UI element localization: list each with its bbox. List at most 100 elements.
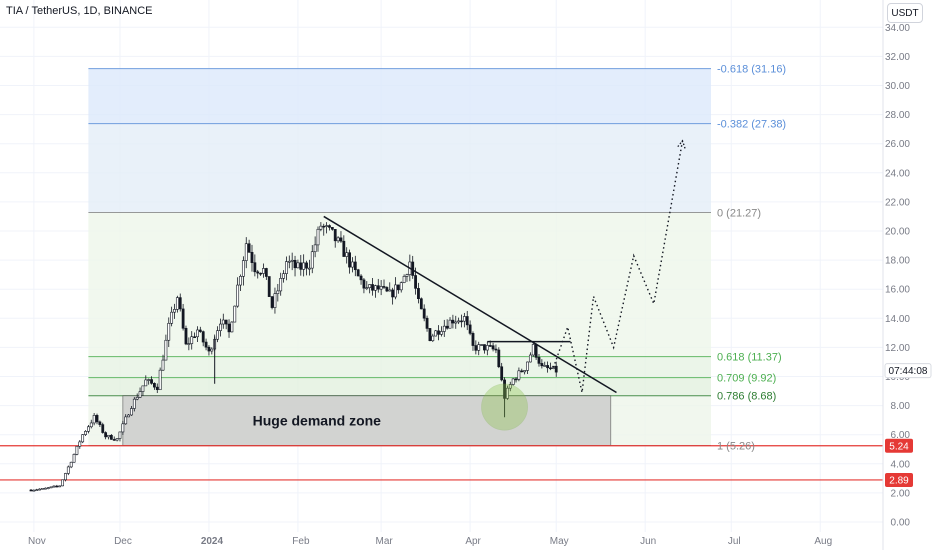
candle-body <box>219 323 222 331</box>
candle-body <box>310 251 314 269</box>
candle-body <box>198 329 202 332</box>
candle-body <box>81 434 85 443</box>
candle-body <box>69 461 73 468</box>
candle-body <box>216 330 219 340</box>
candle-body <box>107 434 110 438</box>
candle-body <box>425 317 429 329</box>
candle-body <box>451 319 455 324</box>
x-tick-label: Aug <box>814 536 832 547</box>
x-tick-label: Mar <box>376 536 394 547</box>
x-tick-label: Dec <box>114 536 132 547</box>
candle-body <box>554 365 558 373</box>
candle-body <box>95 415 99 423</box>
candle-body <box>207 346 211 352</box>
price-tag <box>885 472 913 487</box>
candle-body <box>497 349 501 368</box>
candle-body <box>417 288 420 300</box>
fib-level-label: 0.709 (9.92) <box>717 373 776 385</box>
x-tick-label: Jul <box>728 536 741 547</box>
candle-body <box>230 321 234 333</box>
candle-body <box>204 341 208 348</box>
candle-body <box>419 298 423 310</box>
candle-body <box>282 273 285 279</box>
fib-level-label: -0.618 (31.16) <box>717 64 786 76</box>
candle-body <box>41 488 44 490</box>
demand-zone: Huge demand zone <box>122 395 612 446</box>
candle-body <box>477 344 481 351</box>
candle-body <box>259 272 263 275</box>
candle-body <box>173 309 176 313</box>
candle-body <box>190 336 194 344</box>
y-axis[interactable]: 34.00 32.00 30.00 28.00 26.00 24.00 22.00 20.00… <box>882 0 932 550</box>
candle-body <box>276 290 280 294</box>
candle-body <box>147 379 151 381</box>
candle-body <box>534 344 538 358</box>
candle-body <box>32 489 36 492</box>
candle-body <box>485 345 489 351</box>
candle-body <box>494 348 498 351</box>
candle-body <box>428 328 432 342</box>
x-axis[interactable]: Nov Dec 2024 Feb Mar Apr May Jun Jul Aug <box>28 536 832 547</box>
candle-body <box>155 386 159 391</box>
candle-body <box>35 489 39 491</box>
candle-body <box>388 289 392 292</box>
candle-body <box>49 486 53 489</box>
candle-body <box>55 485 59 488</box>
candle-body <box>87 426 90 432</box>
candle-body <box>376 285 380 290</box>
candle-body <box>405 274 409 277</box>
candle-body <box>437 330 440 335</box>
candle-body <box>150 379 153 384</box>
candle-body <box>98 421 102 425</box>
candle-body <box>178 297 182 310</box>
y-tick-label: 20.00 <box>885 227 910 238</box>
x-tick-label: Feb <box>292 536 310 547</box>
fib-level-label: 1 (5.26) <box>717 440 755 452</box>
candle-body <box>141 385 145 392</box>
candle-body <box>396 284 400 291</box>
candle-body <box>29 489 33 492</box>
candle-body <box>333 229 337 242</box>
fib-zone-band <box>88 212 711 357</box>
candle-body <box>104 432 108 438</box>
candle-body <box>322 225 326 228</box>
y-tick-label: 28.00 <box>885 110 910 121</box>
candle-body <box>345 252 349 257</box>
candle-body <box>379 286 383 290</box>
fib-zone-band <box>88 123 711 213</box>
candle-body <box>66 466 70 474</box>
currency-button[interactable]: USDT <box>887 3 923 23</box>
candle-body <box>236 284 240 307</box>
candle-body <box>285 261 288 274</box>
x-tick-label: Apr <box>465 536 481 547</box>
candle-body <box>368 284 372 288</box>
candle-body <box>319 225 323 230</box>
candle-body <box>130 408 133 416</box>
candle-body <box>121 423 125 433</box>
y-tick-label: 24.00 <box>885 168 910 179</box>
candle-body <box>144 379 148 387</box>
candle-body <box>224 319 228 325</box>
candle-body <box>483 344 486 351</box>
candle-body <box>339 237 343 242</box>
y-tick-label: 34.00 <box>885 23 910 34</box>
candle-body <box>64 473 67 481</box>
candle-body <box>290 259 294 262</box>
candle-body <box>244 243 248 261</box>
candle-body <box>279 278 283 292</box>
candle-body <box>414 275 417 289</box>
candle-body <box>506 387 509 399</box>
candle-body <box>135 397 139 400</box>
candle-body <box>500 366 504 381</box>
candle-body <box>356 269 360 277</box>
candle-body <box>531 344 535 356</box>
candle-body <box>175 297 179 310</box>
x-tick-label: 2024 <box>201 536 224 547</box>
candle-body <box>523 370 527 373</box>
candle-body <box>184 327 188 345</box>
fib-level-label: -0.382 (27.38) <box>717 119 786 131</box>
fib-zone-band <box>88 377 711 396</box>
candle-body <box>399 282 403 291</box>
candle-body <box>528 354 532 363</box>
